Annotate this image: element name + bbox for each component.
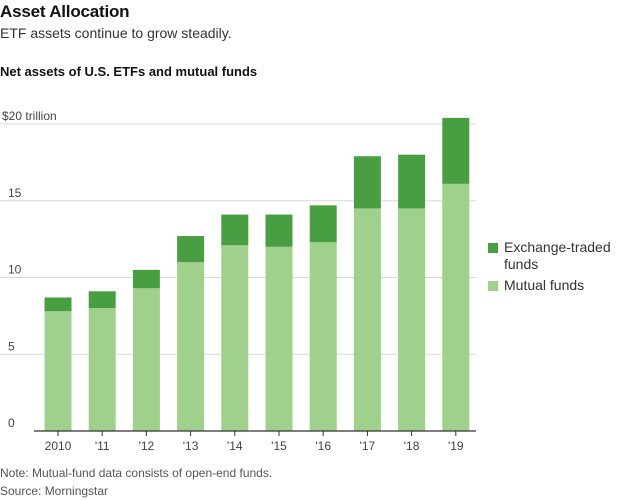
x-tick-label: '15 (271, 439, 287, 453)
bar-etf (132, 269, 160, 289)
bar-etf (442, 117, 470, 184)
y-tick-label: $20 trillion (2, 109, 57, 123)
x-axis-tick-labels: 2010 '11 '12 '13 '14 '15 '16 '17 '18 '19 (45, 439, 464, 453)
bar-mutual-funds (88, 308, 116, 431)
source-line: Source: Morningstar (0, 484, 109, 498)
bar-etf (309, 205, 337, 243)
x-tick-label: '14 (227, 439, 243, 453)
bar-mutual-funds (132, 288, 160, 431)
legend-item-etf: Exchange-traded funds (488, 239, 618, 273)
footnote: Note: Mutual-fund data consists of open-… (0, 466, 273, 480)
y-tick-label: 10 (8, 263, 22, 277)
page-subtitle: ETF assets continue to grow steadily. (0, 25, 232, 41)
bar-etf (265, 214, 293, 247)
bar-mutual-funds (442, 183, 470, 431)
bar-mutual-funds (177, 262, 205, 431)
legend-swatch-mutual (488, 281, 498, 291)
bar-mutual-funds (265, 246, 293, 431)
y-tick-label: 15 (8, 186, 22, 200)
bar-etf (221, 214, 249, 246)
bar-mutual-funds (398, 208, 426, 431)
bar-mutual-funds (221, 245, 249, 431)
legend-label-etf: Exchange-traded funds (504, 239, 611, 272)
bar-mutual-funds (309, 242, 337, 431)
x-tick-label: 2010 (45, 439, 72, 453)
chart-legend: Exchange-traded funds Mutual funds (488, 239, 618, 298)
legend-label-mutual: Mutual funds (504, 277, 585, 293)
x-tick-label: '12 (139, 439, 155, 453)
bar-etf (177, 236, 205, 263)
y-tick-label: 0 (8, 416, 15, 430)
x-tick-label: '17 (360, 439, 376, 453)
x-tick-label: '19 (448, 439, 464, 453)
stacked-bar-chart: 0 5 10 15 $20 trillion 2010 '11 '12 '13 '14 '15 '1… (0, 109, 476, 453)
page-title: Asset Allocation (0, 2, 130, 21)
chart-heading: Net assets of U.S. ETFs and mutual funds (0, 64, 258, 79)
legend-item-mutual: Mutual funds (488, 277, 618, 294)
bar-etf (353, 156, 381, 209)
x-tick-label: '18 (404, 439, 420, 453)
bars (44, 117, 470, 431)
x-axis (34, 430, 476, 436)
bar-etf (44, 297, 72, 312)
bar-mutual-funds (44, 311, 72, 431)
x-tick-label: '13 (183, 439, 199, 453)
bar-etf (398, 154, 426, 209)
bar-mutual-funds (353, 208, 381, 431)
legend-swatch-etf (488, 243, 498, 253)
bar-etf (88, 291, 116, 309)
x-tick-label: '16 (315, 439, 331, 453)
y-tick-label: 5 (8, 339, 15, 353)
y-axis-tick-labels: 0 5 10 15 $20 trillion (2, 109, 57, 430)
x-tick-label: '11 (95, 439, 110, 453)
